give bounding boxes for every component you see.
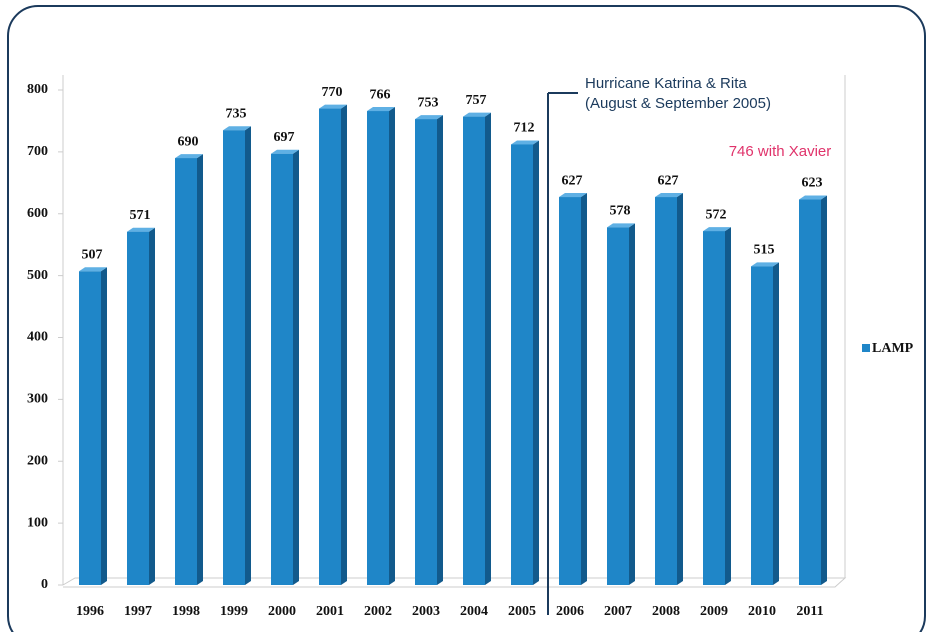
bar-top bbox=[175, 154, 203, 159]
bar-side bbox=[725, 227, 731, 585]
bar bbox=[415, 119, 437, 586]
x-tick-label: 1999 bbox=[220, 604, 248, 619]
legend-swatch bbox=[862, 344, 870, 352]
data-label: 578 bbox=[610, 204, 631, 219]
bar-top bbox=[511, 140, 539, 145]
bar-side bbox=[293, 149, 299, 585]
x-tick-label: 2006 bbox=[556, 604, 584, 619]
bar bbox=[703, 231, 725, 585]
x-tick-label: 2005 bbox=[508, 604, 536, 619]
data-label: 735 bbox=[226, 106, 247, 121]
data-label: 627 bbox=[562, 173, 583, 188]
y-tick-label: 800 bbox=[27, 82, 48, 97]
data-label: 627 bbox=[658, 173, 679, 188]
bar bbox=[127, 231, 149, 585]
bar-side bbox=[437, 115, 443, 586]
bar-side bbox=[821, 195, 827, 586]
x-tick-label: 2002 bbox=[364, 604, 392, 619]
bar-top bbox=[79, 267, 107, 272]
x-tick-label: 1997 bbox=[124, 604, 152, 619]
bar bbox=[223, 130, 245, 585]
data-label: 697 bbox=[274, 130, 295, 145]
bar-top bbox=[607, 223, 635, 228]
x-tick-label: 2010 bbox=[748, 604, 776, 619]
x-tick-label: 2000 bbox=[268, 604, 296, 619]
bar bbox=[175, 158, 197, 585]
data-label: 757 bbox=[466, 93, 487, 108]
bar bbox=[559, 197, 581, 585]
data-label: 712 bbox=[514, 121, 535, 136]
y-tick-label: 700 bbox=[27, 144, 48, 159]
data-label: 766 bbox=[370, 87, 391, 102]
bar-top bbox=[559, 193, 587, 198]
y-tick-label: 100 bbox=[27, 515, 48, 530]
data-label: 572 bbox=[706, 207, 727, 222]
bar-side bbox=[581, 193, 587, 585]
bar bbox=[367, 111, 389, 585]
bar bbox=[607, 227, 629, 586]
data-label: 690 bbox=[178, 134, 199, 149]
y-tick-label: 300 bbox=[27, 392, 48, 407]
annotation: (August & September 2005) bbox=[585, 95, 771, 112]
bar-top bbox=[223, 126, 251, 131]
legend-label: LAMP bbox=[872, 341, 914, 356]
x-tick-label: 2008 bbox=[652, 604, 680, 619]
data-label: 770 bbox=[322, 85, 343, 100]
bar-side bbox=[677, 193, 683, 585]
bar-top bbox=[415, 115, 443, 120]
bar-side bbox=[773, 262, 779, 585]
bar-side bbox=[341, 104, 347, 585]
bar-top bbox=[463, 112, 491, 117]
data-label: 753 bbox=[418, 95, 439, 110]
y-tick-label: 400 bbox=[27, 330, 48, 345]
x-tick-label: 2001 bbox=[316, 604, 344, 619]
bar-side bbox=[533, 140, 539, 585]
frame bbox=[7, 5, 926, 632]
bar-side bbox=[629, 223, 635, 586]
data-label: 515 bbox=[754, 243, 775, 258]
annotation: 746 with Xavier bbox=[729, 143, 832, 160]
bar bbox=[79, 271, 101, 585]
annotation: Hurricane Katrina & Rita bbox=[585, 75, 747, 92]
bar bbox=[319, 108, 341, 585]
data-label: 623 bbox=[802, 176, 823, 191]
x-tick-label: 2009 bbox=[700, 604, 728, 619]
bar bbox=[751, 266, 773, 585]
bar bbox=[799, 199, 821, 586]
y-tick-label: 500 bbox=[27, 268, 48, 283]
floor bbox=[62, 577, 847, 588]
bar-side bbox=[245, 126, 251, 585]
x-tick-label: 2003 bbox=[412, 604, 440, 619]
bar-top bbox=[751, 262, 779, 267]
bar bbox=[655, 197, 677, 585]
data-label: 507 bbox=[82, 248, 103, 263]
x-tick-label: 2011 bbox=[796, 604, 823, 619]
bar-side bbox=[197, 154, 203, 585]
bar-top bbox=[655, 193, 683, 198]
bar bbox=[511, 144, 533, 585]
x-tick-label: 2004 bbox=[460, 604, 488, 619]
bar-side bbox=[389, 107, 395, 585]
y-tick-label: 600 bbox=[27, 206, 48, 221]
y-tick-label: 200 bbox=[27, 453, 48, 468]
bar-top bbox=[799, 195, 827, 200]
bar-side bbox=[485, 112, 491, 585]
bar-top bbox=[127, 227, 155, 232]
bar-side bbox=[149, 227, 155, 585]
bar bbox=[463, 116, 485, 585]
bar-top bbox=[319, 104, 347, 109]
bar-top bbox=[367, 107, 395, 112]
data-label: 571 bbox=[130, 208, 151, 223]
bar-top bbox=[271, 149, 299, 154]
x-tick-label: 1996 bbox=[76, 604, 104, 619]
x-tick-label: 1998 bbox=[172, 604, 200, 619]
y-tick-label: 0 bbox=[41, 577, 48, 592]
bar-side bbox=[101, 267, 107, 585]
bar bbox=[271, 153, 293, 585]
x-tick-label: 2007 bbox=[604, 604, 632, 619]
bar-top bbox=[703, 227, 731, 232]
